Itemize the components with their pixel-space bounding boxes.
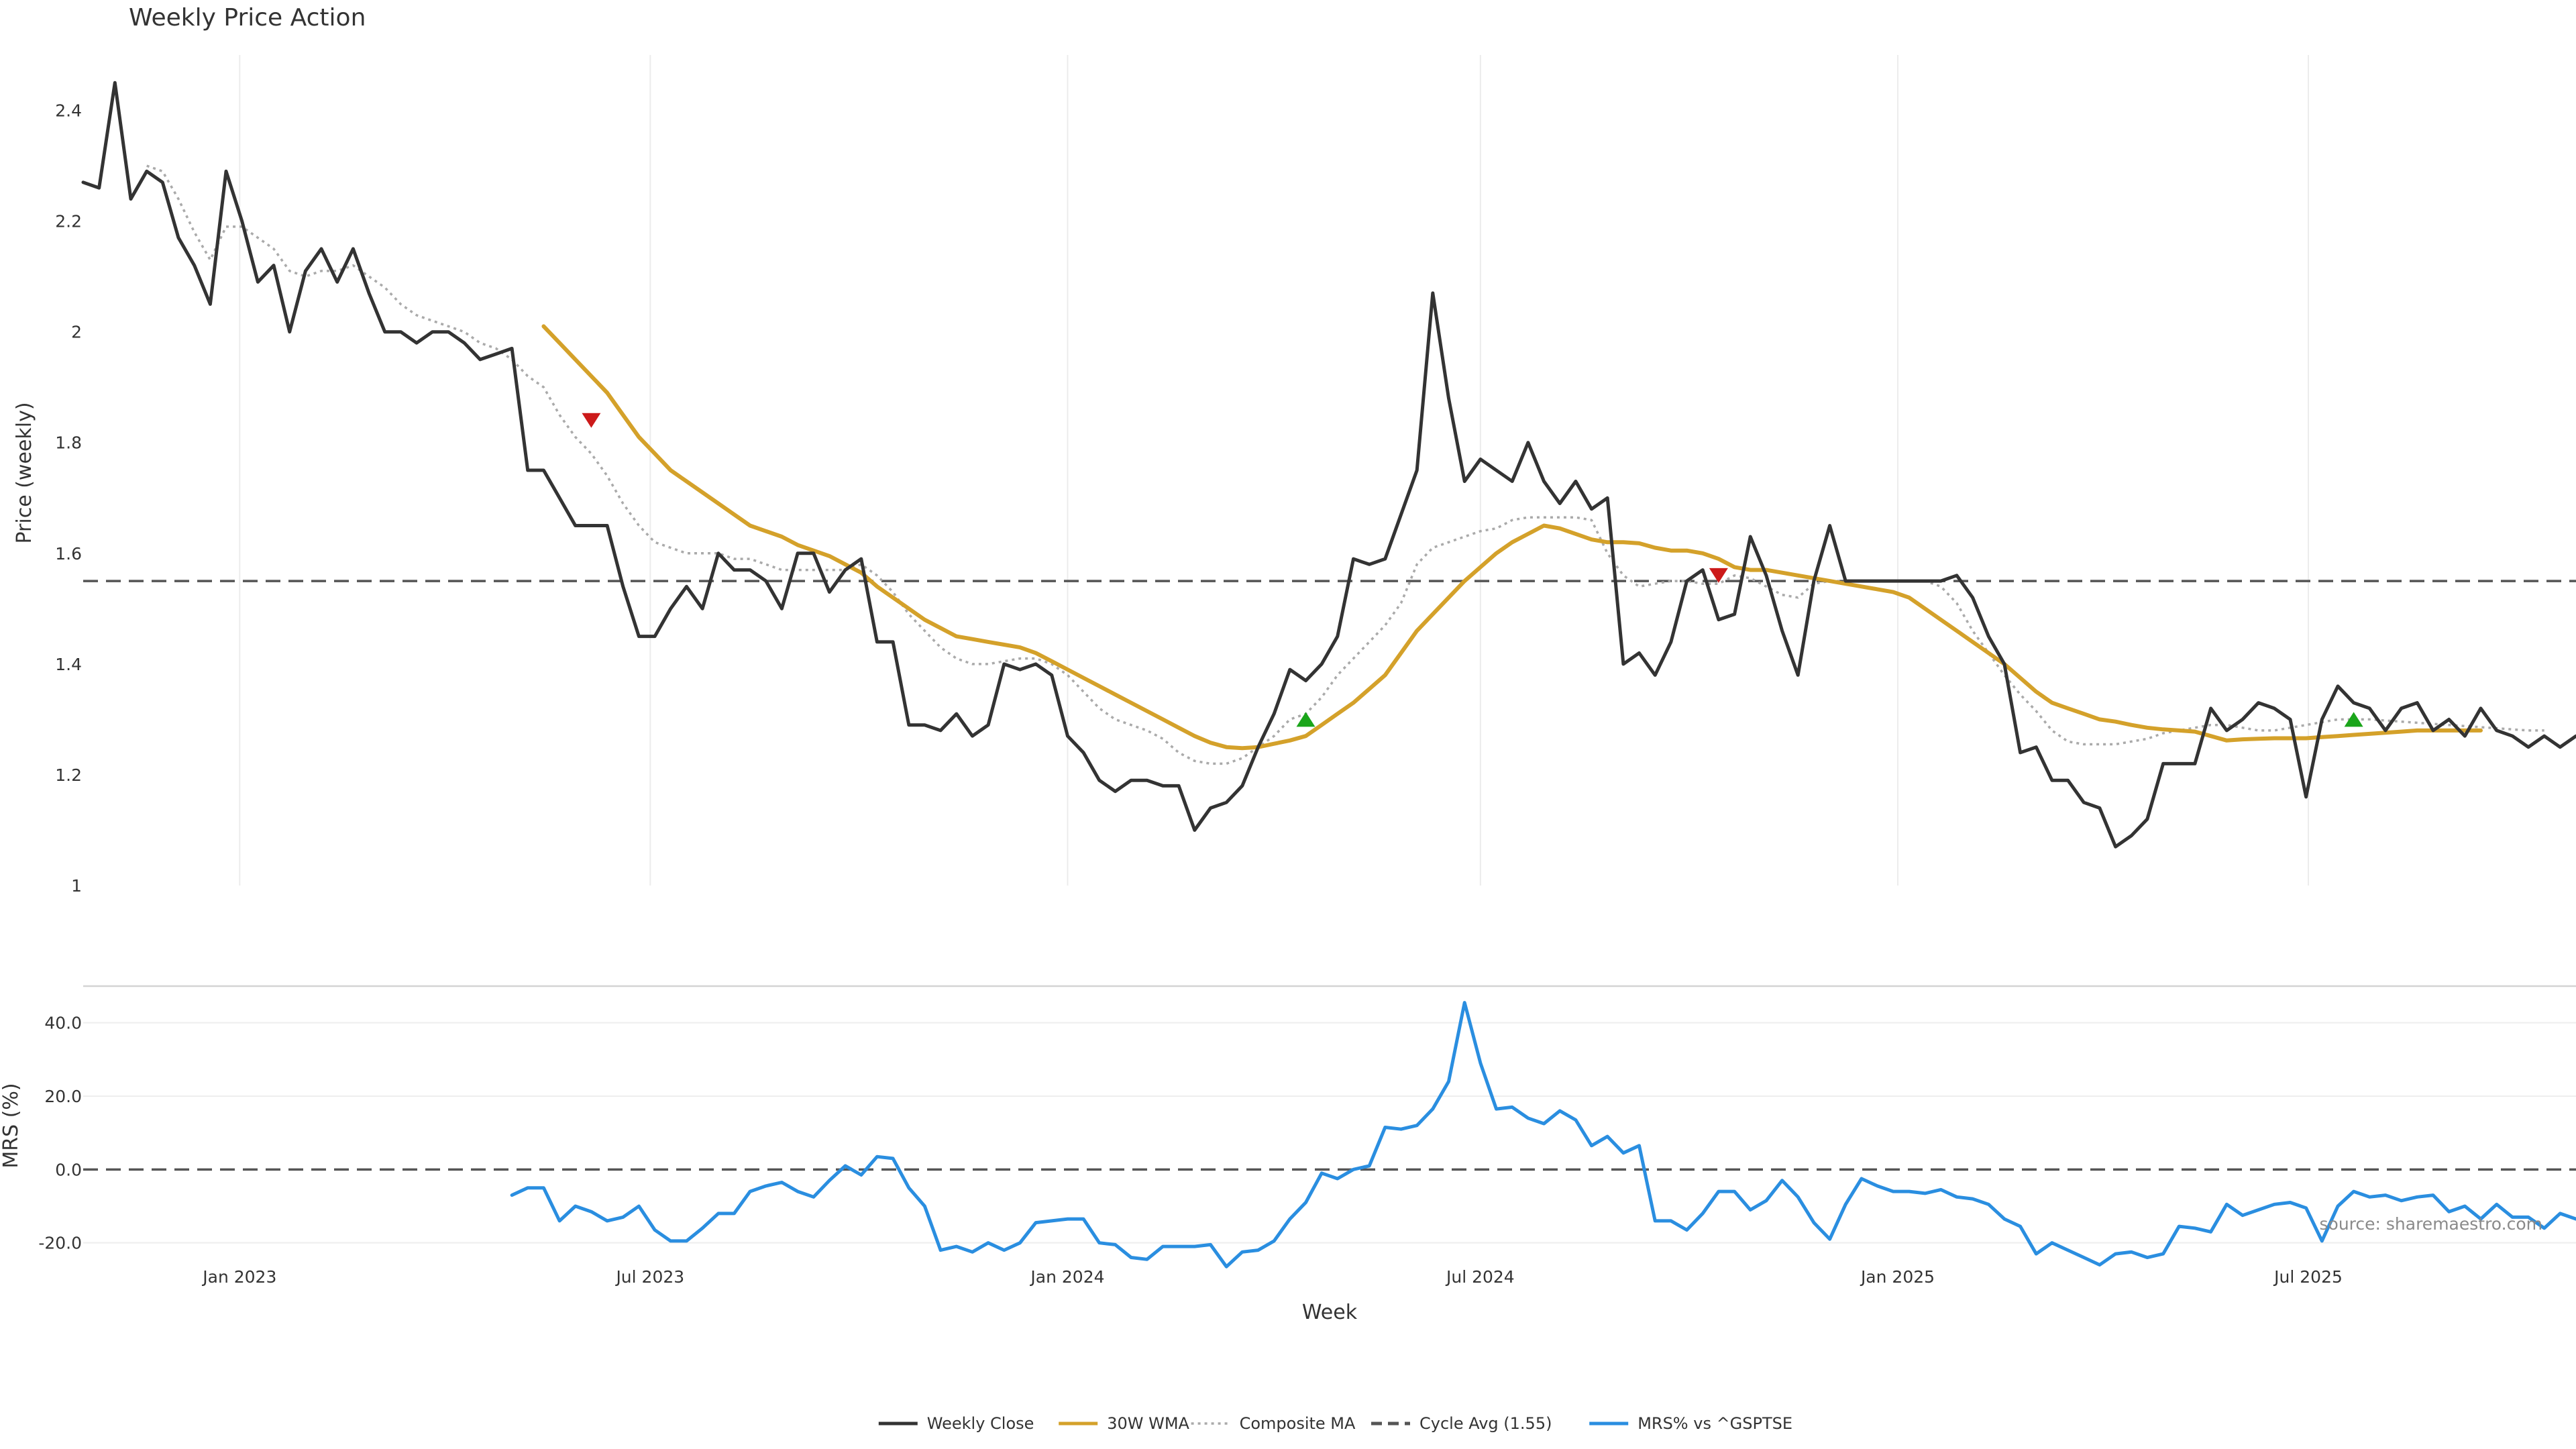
x-tick-label: Jan 2023: [201, 1267, 276, 1287]
price-ytick-label: 1.8: [55, 433, 82, 453]
buy-signal-marker-3: [2344, 712, 2363, 727]
mrs-ytick-label: 40.0: [44, 1014, 82, 1033]
mrs-ytick-label: 20.0: [44, 1087, 82, 1106]
source-annotation: source: sharemaestro.com: [2320, 1214, 2543, 1234]
x-tick-label: Jan 2025: [1860, 1267, 1935, 1287]
mrs-panel: -20.0 0.0 20.0 40.0: [38, 985, 2576, 1269]
price-ytick-label: 1: [71, 876, 82, 896]
mrs-ytick-label: 0.0: [55, 1160, 82, 1179]
mrs-ytick-label: -20.0: [38, 1234, 82, 1253]
buy-signal-marker-1: [1296, 712, 1316, 727]
sell-signal-marker-2: [1709, 568, 1728, 583]
legend-label-0: Weekly Close: [927, 1414, 1034, 1433]
price-ytick-label: 2.4: [55, 101, 82, 121]
price-ytick-label: 2: [71, 323, 82, 342]
legend-label-4: MRS% vs ^GSPTSE: [1638, 1414, 1792, 1433]
legend-label-1: 30W WMA: [1107, 1414, 1189, 1433]
x-tick-label: Jul 2024: [1445, 1267, 1515, 1287]
price-axis-title: Price (weekly): [13, 402, 36, 543]
mrs-axis-title: MRS (%): [0, 1083, 23, 1168]
price-panel: 1 1.2 1.4 1.6 1.8 2 2.2 2.4: [55, 55, 2576, 896]
sell-signal-marker-0: [582, 413, 601, 428]
chart-title: Weekly Price Action: [129, 4, 366, 32]
x-axis: Jan 2023 Jul 2023 Jan 2024 Jul 2024 Jan 2025…: [201, 1267, 2343, 1287]
composite-ma-line: [146, 164, 2544, 765]
weekly-close-line: [81, 80, 2576, 849]
price-ytick-label: 1.6: [55, 544, 82, 564]
price-ytick-label: 1.2: [55, 765, 82, 785]
wma-30w-line: [541, 324, 2483, 751]
legend-label-3: Cycle Avg (1.55): [1419, 1414, 1552, 1433]
price-ytick-label: 1.4: [55, 655, 82, 674]
legend: Weekly Close 30W WMA Composite MA Cycle Avg…: [878, 1414, 1792, 1433]
x-tick-label: Jan 2024: [1029, 1267, 1104, 1287]
x-tick-label: Jul 2023: [614, 1267, 684, 1287]
legend-label-2: Composite MA: [1240, 1414, 1356, 1433]
x-tick-label: Jul 2025: [2273, 1267, 2343, 1287]
mrs-line: [510, 1001, 2576, 1269]
price-ytick-label: 2.2: [55, 212, 82, 231]
x-axis-title: Week: [1302, 1301, 1358, 1324]
